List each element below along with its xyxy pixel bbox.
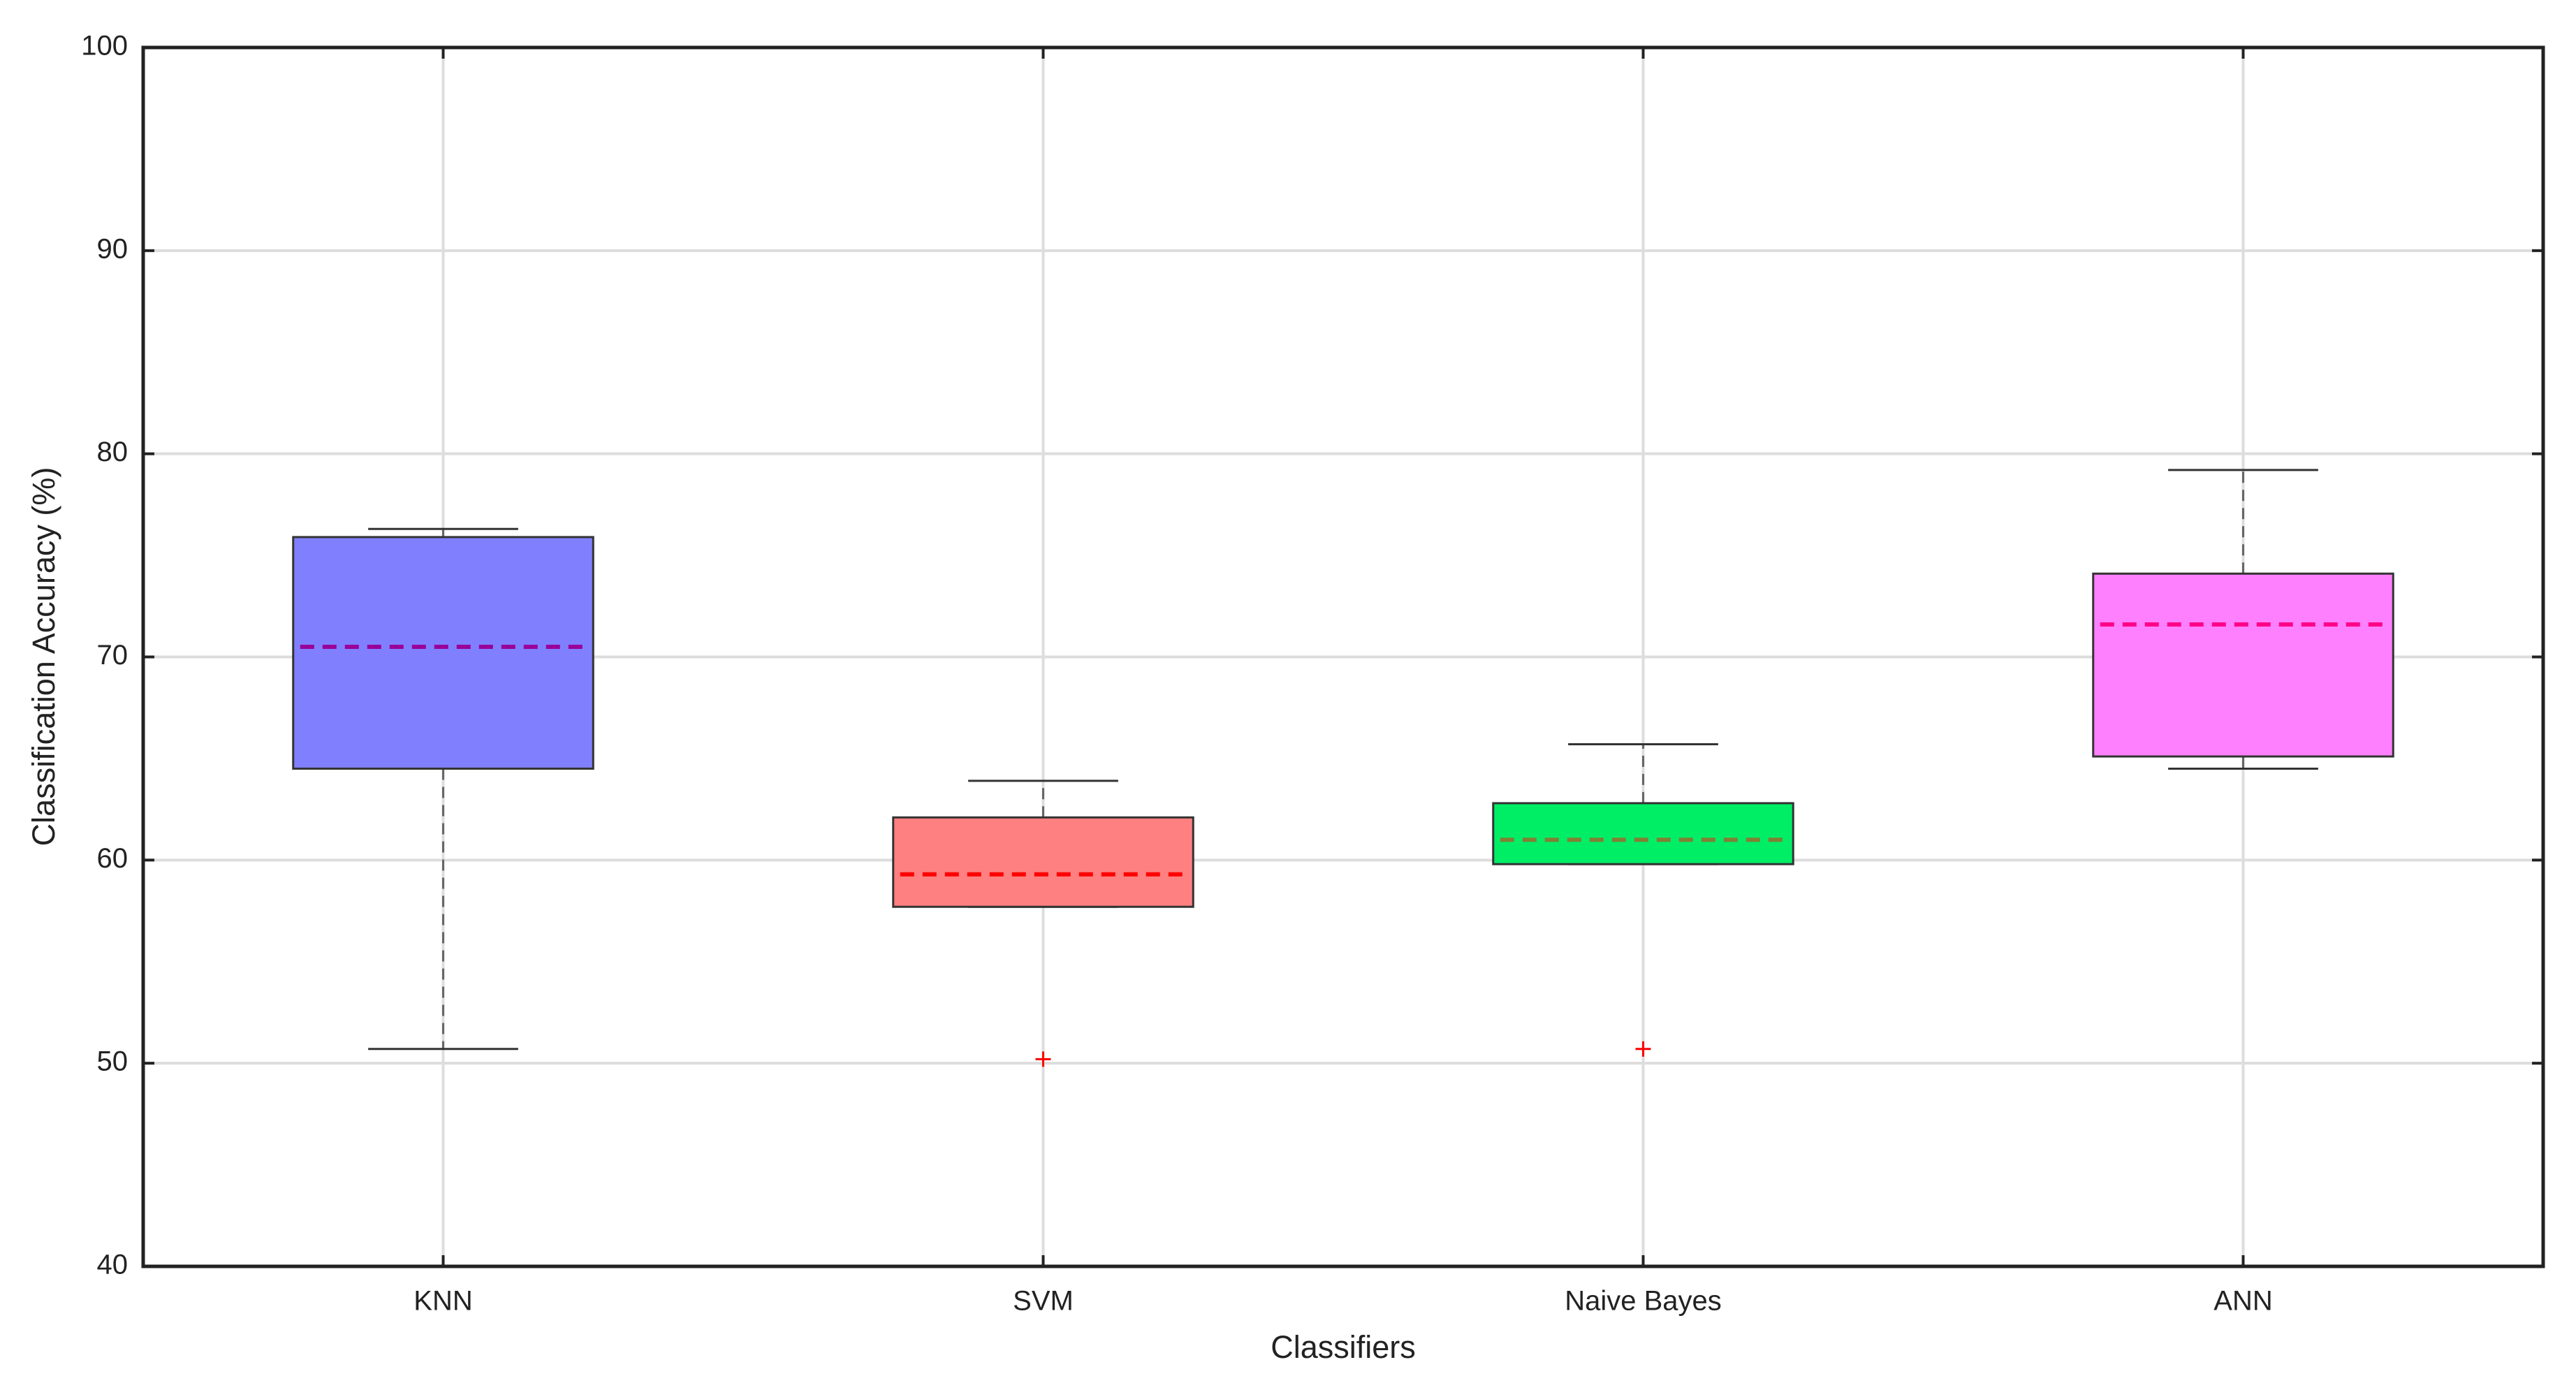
y-tick-label: 100 (81, 31, 128, 61)
y-tick-label: 40 (97, 1250, 129, 1280)
x-axis-label: Classifiers (1271, 1329, 1416, 1365)
outlier (1035, 1051, 1051, 1067)
y-tick-label: 90 (97, 233, 129, 264)
box (892, 816, 1194, 908)
x-tick-label: Naive Bayes (1565, 1286, 1722, 1317)
plot-frame (141, 45, 2545, 1268)
x-tick-label: SVM (1013, 1286, 1074, 1317)
y-axis-label: Classification Accuracy (%) (26, 467, 61, 847)
y-tick-label: 60 (97, 843, 129, 874)
x-tick-label: KNN (414, 1286, 472, 1317)
y-tick-label: 70 (97, 640, 129, 671)
box (292, 536, 594, 770)
y-tick-label: 80 (97, 437, 129, 467)
box (1492, 802, 1794, 865)
y-tick-label: 50 (97, 1046, 129, 1077)
outlier (1635, 1041, 1651, 1057)
x-tick-label: ANN (2213, 1286, 2272, 1317)
box (2092, 572, 2394, 758)
